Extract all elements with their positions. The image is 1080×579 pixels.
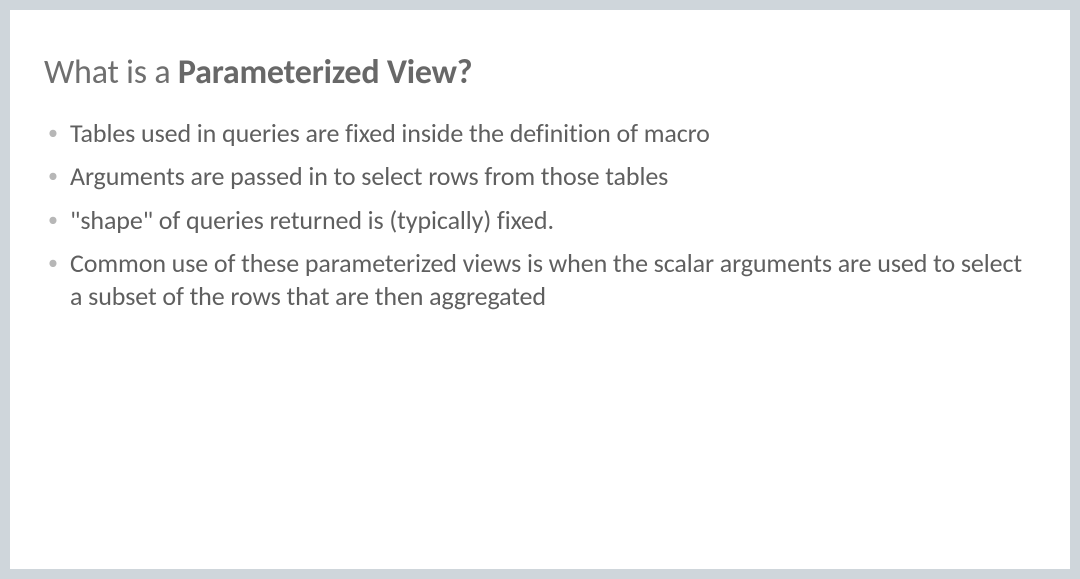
list-item: Arguments are passed in to select rows f… — [44, 160, 1036, 193]
title-prefix: What is a — [44, 52, 178, 93]
title-bold: Parameterized View? — [178, 52, 472, 93]
slide-container: What is a Parameterized View? Tables use… — [10, 10, 1070, 569]
list-item: Tables used in queries are fixed inside … — [44, 117, 1036, 150]
slide-title: What is a Parameterized View? — [44, 52, 1036, 93]
list-item: "shape" of queries returned is (typicall… — [44, 204, 1036, 237]
bullet-list: Tables used in queries are fixed inside … — [44, 117, 1036, 313]
list-item: Common use of these parameterized views … — [44, 247, 1036, 314]
